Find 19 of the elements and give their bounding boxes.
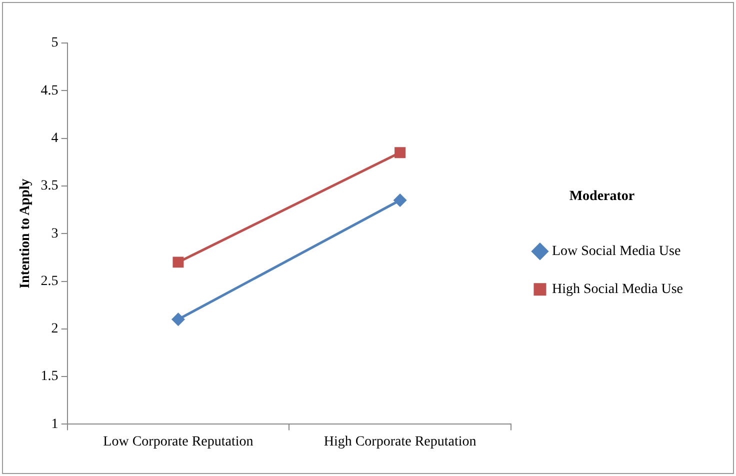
y-tick-label: 5 xyxy=(51,36,58,51)
y-tick-label: 2 xyxy=(51,322,58,337)
y-tick-label: 3 xyxy=(51,226,58,242)
point xyxy=(394,147,406,158)
y-tick-label: 4 xyxy=(51,130,58,146)
point xyxy=(394,194,406,206)
y-tick-label: 3.5 xyxy=(40,178,58,194)
x-tick-label: Low Corporate Reputation xyxy=(103,434,254,450)
point xyxy=(172,256,184,268)
legend-label: Low Social Media Use xyxy=(552,244,681,260)
legend-title: Moderator xyxy=(569,189,635,204)
y-axis-title: Intention to Apply xyxy=(18,178,34,288)
y-tick-label: 4.5 xyxy=(40,83,58,98)
legend-label: High Social Media Use xyxy=(552,282,683,298)
y-tick-label: 1.5 xyxy=(40,369,58,384)
x-tick-label: High Corporate Reputation xyxy=(324,434,476,450)
y-tick-label: 2.5 xyxy=(40,274,58,289)
y-tick-label: 1 xyxy=(51,416,58,432)
point xyxy=(172,313,184,326)
